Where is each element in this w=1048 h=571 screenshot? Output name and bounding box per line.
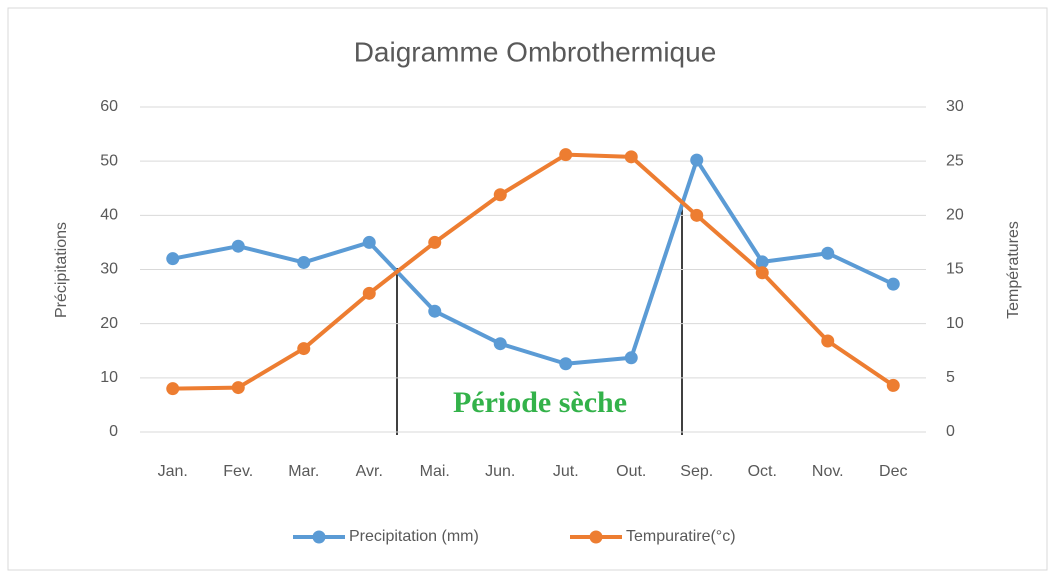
x-tick-label: Nov. [812,463,844,480]
data-point [428,235,442,249]
x-tick-label: Oct. [748,463,777,480]
data-point [362,286,376,300]
data-point [297,255,311,269]
y2-tick-label: 30 [946,98,964,115]
y-tick-label: 0 [109,423,118,440]
y2-tick-label: 25 [946,152,964,169]
y-tick-label: 20 [100,315,118,332]
data-point [166,382,180,396]
series-line [172,152,895,391]
y-tick-label: 10 [100,369,118,386]
legend-label: Precipitation (mm) [349,528,479,545]
legend-label: Tempuratire(°c) [626,528,736,545]
data-point [559,357,573,371]
data-point [428,304,442,318]
x-tick-label: Avr. [356,463,383,480]
series-line [172,158,895,366]
data-point [231,381,245,395]
y2-tick-label: 10 [946,315,964,332]
data-point [493,188,507,202]
data-point [559,148,573,162]
data-point [690,153,704,167]
data-point [755,266,769,280]
data-point [821,334,835,348]
data-point [362,235,376,249]
data-point [886,277,900,291]
legend-marker [312,530,326,544]
y2-tick-label: 0 [946,423,955,440]
x-tick-label: Fev. [223,463,253,480]
annotation: Période sèche [453,386,627,419]
data-point [166,252,180,266]
data-point [231,239,245,253]
x-tick-label: Out. [616,463,646,480]
y-tick-label: 40 [100,207,118,224]
x-tick-label: Jan. [158,463,188,480]
y-tick-label: 50 [100,152,118,169]
chart-border [7,7,1048,571]
data-point [297,342,311,356]
x-tick-label: Jut. [553,463,579,480]
data-point [493,337,507,351]
y2-tick-label: 20 [946,207,964,224]
legend-marker [589,530,603,544]
x-tick-label: Mar. [288,463,319,480]
y2-tick-label: 15 [946,261,964,278]
y-axis-title: Précipitations [53,222,70,318]
y-tick-label: 60 [100,98,118,115]
x-tick-label: Jun. [485,463,515,480]
y2-tick-label: 5 [946,369,955,386]
x-tick-label: Mai. [420,463,450,480]
data-point [624,351,638,365]
data-point [624,150,638,164]
y2-axis-title: Températures [1005,221,1022,319]
chart-title: Daigramme Ombrothermique [354,36,717,67]
x-tick-label: Sep. [680,463,713,480]
y-tick-label: 30 [100,261,118,278]
data-point [690,208,704,222]
data-point [755,255,769,269]
x-tick-label: Dec [879,463,907,480]
data-point [821,246,835,260]
data-point [886,378,900,392]
